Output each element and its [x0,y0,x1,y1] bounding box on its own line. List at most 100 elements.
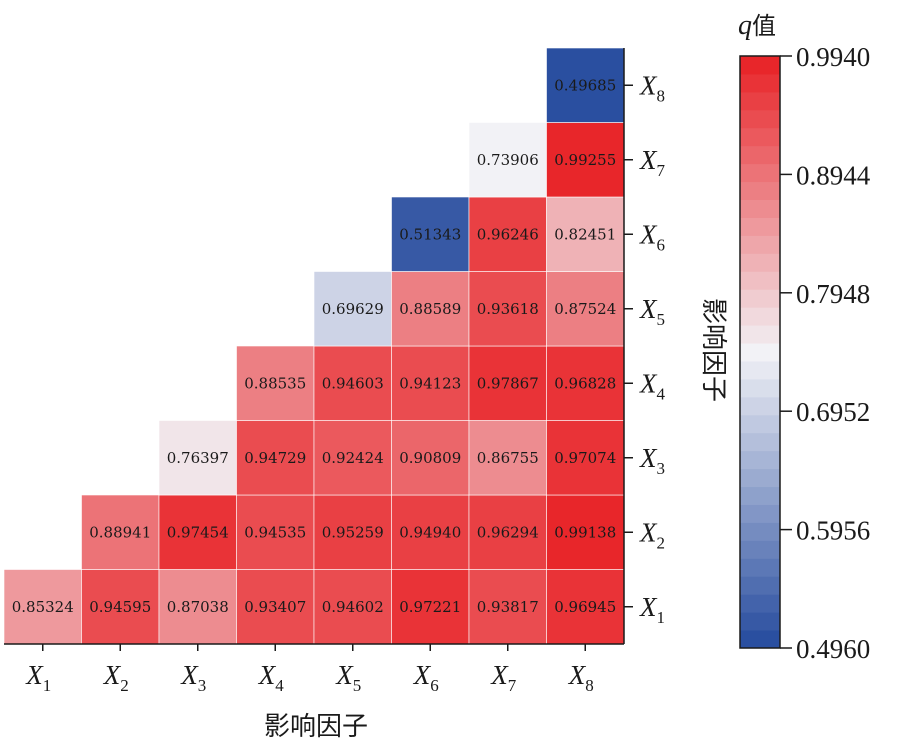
colorbar-swatch [740,91,780,111]
heatmap-cell [468,420,547,496]
colorbar-swatch [740,396,780,416]
heatmap-cell [468,345,547,421]
colorbar-swatch [740,325,780,344]
colorbar-swatch [740,594,780,613]
colorbar-swatch [740,56,780,75]
cell-value-label: 0.88535 [244,374,306,392]
colorbar-swatch [740,432,780,452]
colorbar-swatch [740,414,780,434]
colorbar-swatch [740,73,780,93]
heatmap-cell [236,345,315,421]
cell-value-label: 0.51343 [399,225,461,243]
cell-value-label: 0.96294 [477,523,539,541]
colorbar-tick-label: 0.8944 [796,160,871,190]
colorbar-swatch [740,504,780,523]
colorbar-swatch [740,360,780,380]
cell-value-label: 0.96945 [554,598,616,616]
colorbar-title: q值 [738,10,776,41]
colorbar-swatch [740,522,780,541]
colorbar-swatch [740,181,780,201]
y-axis-label: 影响因子 [698,298,728,402]
colorbar-tick-label: 0.4960 [796,634,870,664]
cell-value-label: 0.49685 [554,76,616,94]
cell-value-label: 0.87524 [554,300,616,318]
colorbar-swatch [740,109,780,129]
colorbar-swatch [740,271,780,290]
colorbar-tick-label: 0.5956 [796,516,870,546]
x-tick-label: X8 [568,660,594,695]
colorbar-swatch [740,217,780,236]
cell-value-label: 0.99255 [554,151,616,169]
heatmap-axes: X1 X2 X3 X4 X5 X6 X7 X8 X1 X2 X3 X4 X5 X6 X7 X8 [4,48,666,695]
cell-value-label: 0.94602 [322,598,384,616]
heatmap-cell [546,494,625,570]
cell-value-label: 0.94595 [89,598,151,616]
colorbar-tick-label: 0.6952 [796,397,870,427]
cell-value-label: 0.94940 [399,523,461,541]
y-tick-label: X7 [639,145,666,180]
colorbar-swatch [740,145,780,165]
colorbar-tick-label: 0.9940 [796,42,870,72]
heatmap-cell [313,569,392,645]
heatmap-cell [81,569,160,645]
cell-value-label: 0.92424 [322,449,384,467]
colorbar-swatch [740,253,780,272]
heatmap-cell [546,47,625,123]
colorbar-frame [739,55,781,649]
heatmap-cell [546,420,625,496]
heatmap-cell [313,345,392,421]
colorbar-swatch [740,468,780,488]
cell-value-label: 0.93817 [477,598,539,616]
colorbar-swatch [740,235,780,254]
x-tick-label: X2 [103,660,129,695]
heatmap-cell [81,494,160,570]
colorbar-swatch [740,289,780,308]
cell-value-label: 0.97221 [399,598,461,616]
heatmap-cell [391,569,470,645]
cell-value-label: 0.88941 [89,523,151,541]
colorbar-swatch [740,199,780,218]
x-tick-label: X5 [335,660,361,695]
colorbar: 0.9940 0.8944 0.7948 0.6952 0.5956 0.4960 q值 [738,10,871,664]
heatmap-cell [391,196,470,272]
heatmap-cell [391,494,470,570]
x-tick-label: X1 [25,660,51,695]
cell-value-label: 0.97454 [167,523,229,541]
cell-value-label: 0.94729 [244,449,306,467]
colorbar-swatch [740,612,780,631]
heatmap-cell [546,569,625,645]
y-tick-label: X3 [639,443,665,478]
heatmap-cell [3,569,82,645]
colorbar-swatch [740,378,780,398]
colorbar-swatch [740,540,780,559]
heatmap-cell [546,122,625,198]
cell-value-label: 0.88589 [399,300,461,318]
cell-value-label: 0.73906 [477,151,539,169]
cell-value-label: 0.99138 [554,523,616,541]
x-tick-label: X7 [490,660,517,695]
cell-value-label: 0.93407 [244,598,306,616]
heatmap-cell [158,420,237,496]
heatmap-cell [158,494,237,570]
colorbar-swatch [740,343,780,362]
colorbar-swatch [740,630,780,649]
y-tick-label: X1 [639,592,665,627]
y-tick-label: X2 [639,517,665,552]
cell-value-label: 0.93618 [477,300,539,318]
x-axis-label: 影响因子 [264,712,368,742]
y-tick-label: X5 [639,294,665,329]
y-tick-label: X8 [639,70,665,105]
colorbar-swatch [740,127,780,147]
cell-value-label: 0.94535 [244,523,306,541]
heatmap-cells: 0.85324 0.94595 0.87038 0.93407 0.94602 0.972… [3,47,625,645]
cell-value-label: 0.76397 [167,449,229,467]
x-tick-label: X4 [258,660,285,695]
cell-value-label: 0.94123 [399,374,461,392]
heatmap-cell [468,122,547,198]
colorbar-swatch [740,558,780,577]
y-tick-label: X4 [639,368,666,403]
heatmap-cell [313,420,392,496]
cell-value-label: 0.97074 [554,449,616,467]
heatmap-cell [236,420,315,496]
